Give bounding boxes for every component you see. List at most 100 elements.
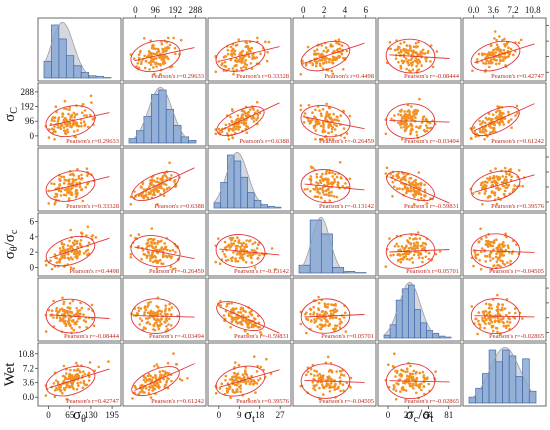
scatter-point [158, 385, 161, 389]
scatter-point [246, 125, 250, 129]
scatter-point [73, 122, 77, 126]
scatter-point [240, 109, 244, 113]
scatter-point [156, 47, 160, 51]
scatter-point [52, 382, 56, 385]
scatter-point [417, 256, 421, 260]
scatter-point [61, 392, 64, 395]
scatter-point [255, 382, 259, 385]
scatter-point [84, 186, 88, 189]
scatter-point [66, 256, 70, 260]
scatter-point [491, 130, 494, 134]
scatter-point [394, 375, 397, 378]
scatter-point [259, 52, 262, 55]
scatter-point [158, 248, 161, 252]
scatter-point [487, 322, 491, 325]
scatter-point [64, 194, 68, 197]
scatter-point [399, 260, 403, 264]
scatter-point [133, 190, 136, 193]
scatter-point [160, 322, 163, 326]
scatter-point [171, 248, 175, 252]
scatter-point [339, 320, 343, 324]
scatter-point [148, 377, 152, 381]
scatter-point [492, 174, 496, 178]
scatter-point [129, 203, 133, 206]
scatter-point [328, 60, 331, 64]
scatter-point [223, 240, 227, 244]
scatter-point [85, 114, 88, 117]
scatter-point [311, 111, 314, 114]
scatter-point [220, 130, 224, 133]
scatter-point [149, 179, 152, 182]
scatter-point [409, 186, 413, 190]
scatter-point [503, 178, 507, 181]
scatter-point [149, 259, 152, 263]
scatter-point [321, 138, 324, 141]
scatter-point [305, 331, 308, 335]
scatter-point [144, 308, 148, 312]
scatter-point [68, 191, 72, 194]
scatter-point [496, 317, 500, 320]
histogram-bar-sigma-theta-over-sigma-c-0 [298, 264, 311, 274]
scatter-point [152, 66, 155, 69]
y-tick-label-sigma-c: 192 [21, 102, 35, 112]
scatter-point [326, 375, 329, 379]
scatter-point [235, 373, 239, 376]
scatter-point [398, 187, 401, 190]
scatter-point [66, 312, 70, 316]
scatter-point [487, 51, 491, 55]
scatter-point [305, 62, 308, 66]
scatter-point [72, 111, 76, 115]
scatter-point [490, 44, 493, 47]
scatter-point [327, 191, 331, 195]
scatter-point [154, 47, 157, 51]
scatter-point [388, 40, 392, 44]
fit-line [474, 43, 535, 64]
scatter-point [342, 127, 346, 130]
scatter-point [56, 120, 60, 123]
scatter-point [329, 312, 333, 316]
scatter-point [423, 52, 427, 55]
scatter-point [402, 53, 406, 56]
scatter-point [83, 373, 87, 376]
scatter-point [330, 194, 333, 197]
cell-frame-sigma-c-vs-sigma-theta [37, 82, 122, 147]
scatter-point [316, 325, 319, 328]
scatter-point [154, 259, 158, 262]
scatter-point [67, 180, 71, 183]
scatter-point [57, 189, 61, 192]
fit-line [219, 369, 280, 388]
scatter-point [326, 355, 330, 359]
scatter-point [232, 49, 235, 52]
scatter-point [62, 364, 66, 368]
scatter-point [251, 242, 254, 246]
x-tick-label-sigma-c-over-sigma-t: 54 [424, 410, 434, 420]
scatter-point [332, 112, 335, 116]
scatter-point [410, 377, 414, 381]
scatter-point [482, 310, 486, 313]
scatter-point [256, 113, 260, 117]
scatter-point [509, 47, 513, 51]
fit-line [134, 315, 195, 318]
scatter-point [179, 38, 183, 42]
scatter-point [68, 372, 71, 376]
scatter-point [330, 385, 334, 389]
scatter-point [255, 56, 258, 59]
scatter-point [424, 124, 428, 127]
scatter-point [154, 376, 158, 380]
pearson-r-label: Pearson's r=-0.26459 [149, 268, 204, 275]
scatter-point [340, 52, 344, 56]
scatter-point [513, 307, 517, 310]
scatter-point [93, 369, 96, 373]
scatter-point [230, 54, 234, 57]
scatter-point [479, 130, 483, 133]
scatter-point [149, 63, 153, 67]
scatter-point [411, 68, 415, 71]
pearson-r-label: Pearson's r=0.05701 [406, 268, 459, 275]
scatter-point [140, 319, 144, 323]
scatter-point [58, 308, 62, 312]
scatter-point [62, 315, 65, 319]
scatter-point [331, 138, 335, 141]
scatter-point [496, 105, 499, 108]
scatter-point [323, 193, 326, 196]
scatter-point [391, 180, 395, 184]
